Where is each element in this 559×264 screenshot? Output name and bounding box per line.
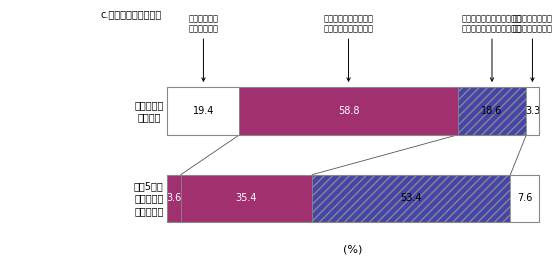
Text: 53.4: 53.4 xyxy=(400,193,422,203)
Bar xyxy=(510,175,538,222)
Text: 現在主流で
ある方针: 現在主流で ある方针 xyxy=(134,100,164,122)
Bar xyxy=(239,87,458,135)
Bar xyxy=(312,175,510,222)
Bar xyxy=(527,87,538,135)
Bar xyxy=(181,175,312,222)
Text: 即戦力・専門性を
重視した人材確保: 即戦力・専門性を 重視した人材確保 xyxy=(513,14,552,81)
Text: どちらかといえば長期
的観点からの人材育成: どちらかといえば長期 的観点からの人材育成 xyxy=(324,14,373,81)
Text: 今後5年間
に重要性の
高まる方针: 今後5年間 に重要性の 高まる方针 xyxy=(134,181,164,216)
Bar xyxy=(168,175,538,222)
Text: どちらかといえば即戦力・
専門性を重視した人材確保: どちらかといえば即戦力・ 専門性を重視した人材確保 xyxy=(462,14,522,81)
Text: 58.8: 58.8 xyxy=(338,106,359,116)
Text: (%): (%) xyxy=(343,244,363,254)
Text: 35.4: 35.4 xyxy=(236,193,257,203)
Text: 3.3: 3.3 xyxy=(525,106,540,116)
Bar xyxy=(168,87,239,135)
Text: 19.4: 19.4 xyxy=(193,106,214,116)
Bar xyxy=(168,87,538,135)
Bar xyxy=(458,87,527,135)
Text: 18.6: 18.6 xyxy=(481,106,503,116)
Text: 7.6: 7.6 xyxy=(517,193,532,203)
Bar xyxy=(168,175,181,222)
Text: 3.6: 3.6 xyxy=(167,193,182,203)
Text: c.人材の育成・確保面: c.人材の育成・確保面 xyxy=(101,9,162,19)
Text: 長期的観点か
らの人材育成: 長期的観点か らの人材育成 xyxy=(188,14,219,81)
